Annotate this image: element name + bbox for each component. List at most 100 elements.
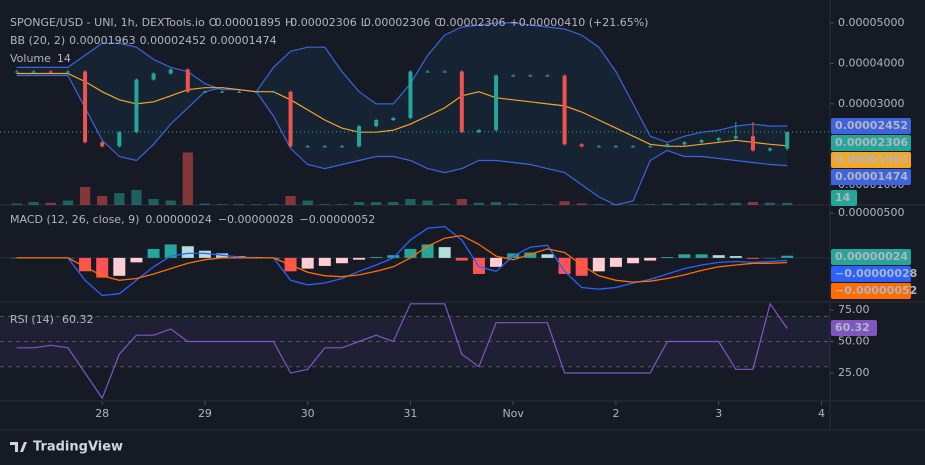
candle-body bbox=[494, 75, 499, 131]
candle-body bbox=[733, 136, 738, 139]
volume-bar bbox=[79, 187, 91, 205]
macd-line bbox=[16, 225, 788, 297]
volume-bar bbox=[114, 193, 125, 205]
volume-bar bbox=[490, 202, 502, 205]
volume-bar bbox=[747, 202, 759, 205]
histogram-bar bbox=[627, 257, 640, 264]
price-badge-text: 0.00002306 bbox=[835, 136, 908, 149]
candle-body bbox=[117, 132, 122, 147]
legend-text: L bbox=[361, 16, 368, 29]
volume-bar bbox=[302, 200, 313, 205]
bb-fill bbox=[16, 22, 788, 205]
histogram-bar bbox=[490, 257, 503, 267]
price-badge-text: 14 bbox=[835, 191, 851, 204]
volume-bar bbox=[713, 203, 724, 205]
volume-bar bbox=[336, 204, 348, 205]
volume-bar bbox=[542, 204, 553, 205]
y-tick-label: 75.00 bbox=[838, 303, 870, 316]
y-tick-label: 0.00003000 bbox=[838, 97, 904, 110]
histogram-bar bbox=[455, 257, 468, 261]
candle-body bbox=[31, 71, 36, 73]
legend-text: O bbox=[209, 16, 218, 29]
x-tick-label: 29 bbox=[198, 407, 212, 420]
legend-text: 0.00002306 bbox=[290, 16, 356, 29]
y-tick-label: 0.00004000 bbox=[838, 56, 904, 69]
candle-body bbox=[631, 146, 636, 148]
candle-body bbox=[682, 142, 687, 145]
candle-body bbox=[220, 91, 225, 93]
x-tick-label: 4 bbox=[818, 407, 825, 420]
volume-bar bbox=[353, 202, 365, 205]
volume-bar bbox=[405, 199, 416, 205]
histogram-bar bbox=[541, 254, 554, 258]
volume-bar bbox=[371, 202, 382, 205]
volume-bar bbox=[62, 200, 74, 205]
legend-text: 60.32 bbox=[62, 313, 94, 326]
price-badge bbox=[831, 135, 911, 152]
histogram-bar bbox=[318, 257, 331, 266]
legend-text: C bbox=[434, 16, 442, 29]
candle-body bbox=[322, 146, 327, 148]
histogram-bar bbox=[421, 244, 434, 258]
candle-body bbox=[511, 75, 516, 77]
volume-bar bbox=[388, 202, 399, 205]
brand: TradingView bbox=[33, 440, 123, 455]
price-badge bbox=[831, 266, 911, 282]
volume-bar bbox=[97, 196, 108, 205]
volume-bar bbox=[319, 204, 330, 205]
legend-text: RSI (14) bbox=[10, 313, 54, 326]
volume-bar bbox=[11, 203, 22, 205]
histogram-bar bbox=[79, 257, 92, 272]
candle-body bbox=[613, 146, 618, 148]
price-badge-text: 0.00001474 bbox=[835, 170, 908, 183]
histogram-bar bbox=[592, 257, 605, 272]
candle-body bbox=[579, 144, 584, 147]
price-badge-text: −0.00000052 bbox=[835, 284, 917, 297]
volume-bar bbox=[627, 204, 639, 205]
price-badge-text: 0.00000024 bbox=[835, 250, 908, 263]
candle-body bbox=[391, 118, 396, 121]
candle-body bbox=[785, 131, 790, 149]
volume-bar bbox=[285, 196, 296, 205]
histogram-bar bbox=[130, 257, 143, 263]
candle-body bbox=[476, 130, 481, 133]
legend-text: −0.00000028 bbox=[218, 213, 294, 226]
x-tick-label: 2 bbox=[612, 407, 619, 420]
histogram-bar bbox=[438, 247, 451, 258]
histogram-bar bbox=[781, 255, 794, 258]
bb-line bbox=[16, 72, 788, 147]
x-tick-label: 3 bbox=[715, 407, 722, 420]
volume-bar bbox=[782, 202, 793, 205]
candle-body bbox=[48, 71, 53, 73]
x-tick-label: 30 bbox=[301, 407, 315, 420]
histogram-bar bbox=[746, 257, 759, 259]
legend-text: 0.00000024 bbox=[145, 213, 211, 226]
histogram-bar bbox=[764, 257, 777, 259]
candle-body bbox=[459, 71, 464, 133]
candle-body bbox=[305, 146, 310, 148]
candle-body bbox=[237, 91, 242, 93]
volume-bar bbox=[251, 204, 262, 205]
histogram-bar bbox=[10, 257, 23, 259]
candle-body bbox=[665, 144, 670, 147]
x-tick-label: 28 bbox=[95, 407, 109, 420]
legend-text: 0.00001895 bbox=[214, 16, 280, 29]
legend-text: 0.00002306 bbox=[364, 16, 430, 29]
candle-body bbox=[202, 91, 207, 93]
histogram-bar bbox=[712, 255, 725, 258]
candle-body bbox=[442, 71, 447, 73]
candle-body bbox=[596, 146, 601, 148]
candle-body bbox=[339, 146, 344, 148]
volume-bar bbox=[148, 199, 159, 205]
candle-body bbox=[716, 138, 721, 141]
x-tick-label: 31 bbox=[403, 407, 417, 420]
candle-body bbox=[768, 148, 773, 151]
price-badge-text: 60.32 bbox=[835, 321, 870, 334]
candle-body bbox=[699, 140, 704, 143]
volume-bar bbox=[662, 203, 673, 205]
legend-text: MACD (12, 26, close, 9) bbox=[10, 213, 139, 226]
histogram-bar bbox=[524, 252, 537, 258]
candle-body bbox=[151, 73, 156, 80]
histogram-bar bbox=[370, 256, 383, 258]
histogram-bar bbox=[404, 248, 417, 258]
